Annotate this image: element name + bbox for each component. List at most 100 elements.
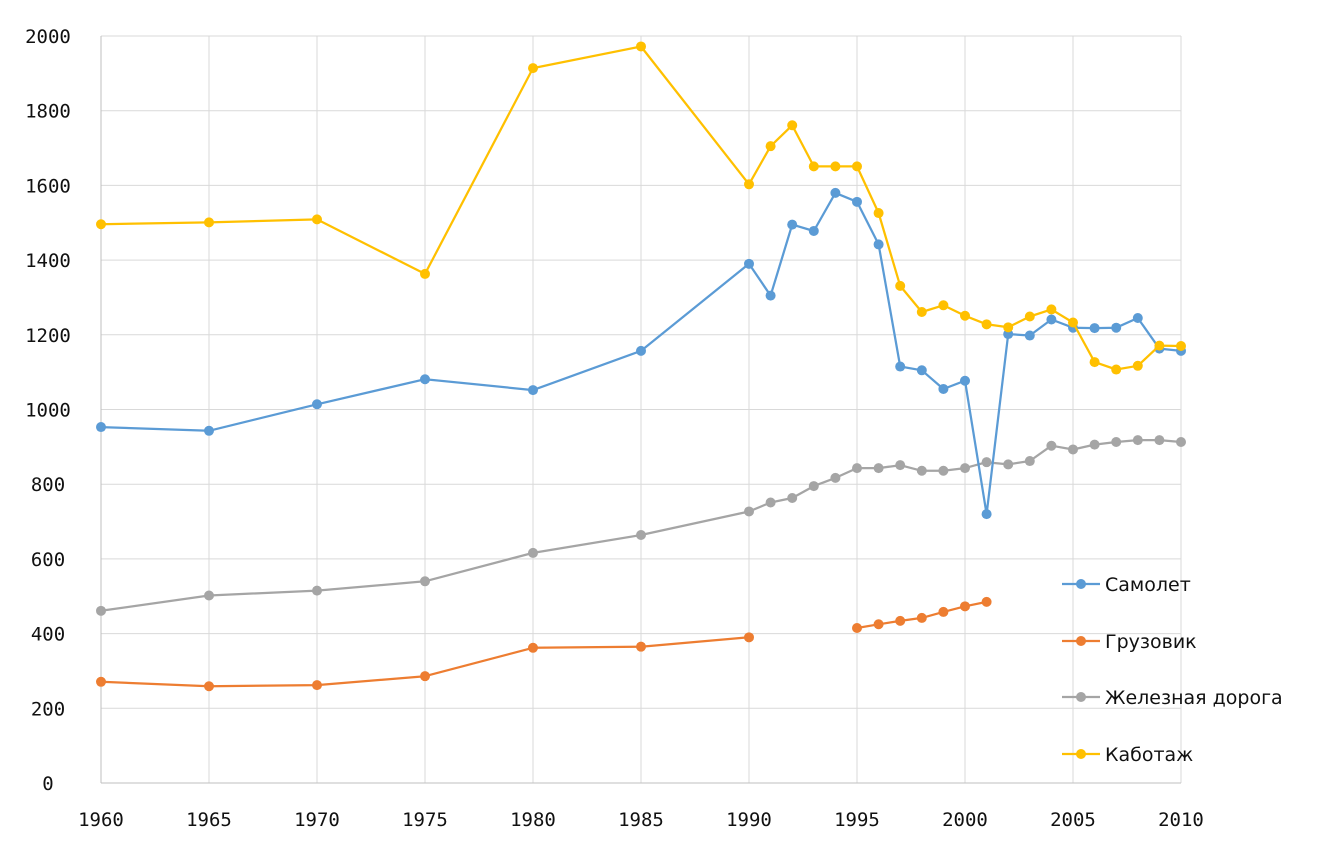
legend-item: Каботаж (1062, 744, 1193, 766)
data-point (938, 606, 949, 617)
data-point (808, 161, 819, 172)
data-point (528, 63, 538, 74)
data-point (1046, 440, 1057, 451)
data-point (1132, 312, 1143, 323)
y-tick-label: 0 (42, 773, 53, 795)
data-point (1132, 360, 1143, 371)
y-tick-label: 1200 (25, 325, 71, 347)
data-point (1111, 364, 1122, 375)
data-point (420, 268, 430, 279)
data-point (808, 225, 819, 236)
data-point (895, 361, 906, 372)
y-tick-label: 1400 (25, 250, 71, 272)
x-tick-label: 2005 (1050, 809, 1096, 831)
x-tick-label: 2010 (1158, 809, 1204, 831)
legend-label: Самолет (1105, 574, 1191, 596)
data-point (916, 465, 927, 476)
data-point (830, 187, 841, 198)
data-point (895, 280, 906, 291)
y-tick-label: 1800 (25, 101, 71, 123)
data-point (96, 605, 106, 616)
data-point (960, 601, 970, 612)
data-point (96, 676, 106, 687)
legend-swatch-marker (1076, 636, 1086, 646)
data-point (787, 493, 798, 504)
y-tick-label: 200 (31, 698, 65, 720)
data-point (1154, 340, 1165, 351)
data-point (312, 585, 322, 596)
data-point (938, 465, 949, 476)
grid (101, 35, 1182, 783)
data-point (1111, 322, 1122, 333)
legend-label: Грузовик (1105, 631, 1197, 653)
data-point (852, 196, 862, 207)
data-point (852, 463, 862, 474)
data-point (765, 141, 776, 152)
data-point (808, 481, 819, 492)
data-point (420, 374, 430, 385)
data-point (204, 425, 214, 436)
legend-swatch-marker (1076, 579, 1086, 589)
data-point (96, 219, 106, 230)
data-point (1089, 357, 1100, 368)
data-point (895, 615, 906, 626)
y-tick-label: 600 (31, 549, 65, 571)
y-tick-label: 400 (31, 624, 65, 646)
data-point (787, 219, 798, 230)
data-point (312, 680, 322, 691)
data-point (636, 529, 646, 540)
data-point (420, 671, 430, 682)
legend-swatch-marker (1076, 692, 1086, 702)
x-tick-label: 1960 (78, 809, 124, 831)
legend-label: Каботаж (1105, 744, 1193, 766)
data-point (852, 622, 862, 633)
series-2 (96, 435, 1186, 616)
data-point (938, 300, 949, 311)
data-point (873, 208, 884, 219)
data-point (636, 345, 646, 356)
y-tick-label: 800 (31, 474, 65, 496)
data-point (528, 385, 538, 396)
data-point (96, 422, 106, 433)
data-point (895, 460, 906, 471)
data-point (916, 365, 927, 376)
data-point (1024, 311, 1035, 322)
data-point (981, 457, 992, 468)
data-point (852, 161, 862, 172)
data-point (1176, 341, 1186, 352)
x-tick-label: 1975 (402, 809, 448, 831)
data-point (981, 509, 992, 520)
data-point (204, 217, 214, 228)
data-point (916, 307, 927, 318)
data-point (981, 596, 992, 607)
data-point (1068, 444, 1078, 455)
data-point (1089, 439, 1100, 450)
y-tick-label: 1000 (25, 400, 71, 422)
legend-item: Железная дорога (1062, 687, 1283, 709)
data-point (1068, 317, 1078, 328)
x-tick-label: 1995 (834, 809, 880, 831)
data-point (744, 506, 754, 517)
data-point (938, 383, 949, 394)
legend-swatch-marker (1076, 749, 1086, 759)
data-point (528, 547, 538, 558)
data-point (744, 632, 754, 643)
data-point (1003, 459, 1014, 470)
legend: Самолет Грузовик Железная дорога Каботаж (1062, 574, 1283, 766)
data-point (312, 399, 322, 410)
series-layer (96, 41, 1186, 692)
series-1 (96, 596, 992, 692)
data-point (1132, 435, 1143, 446)
data-point (1089, 323, 1100, 334)
data-point (873, 463, 884, 474)
legend-item: Самолет (1062, 574, 1191, 596)
data-point (830, 472, 841, 483)
legend-label: Железная дорога (1105, 687, 1283, 709)
data-point (1176, 436, 1186, 447)
data-point (981, 319, 992, 330)
data-point (528, 642, 538, 653)
data-point (1111, 436, 1122, 447)
data-point (765, 290, 776, 301)
x-tick-label: 1990 (726, 809, 772, 831)
